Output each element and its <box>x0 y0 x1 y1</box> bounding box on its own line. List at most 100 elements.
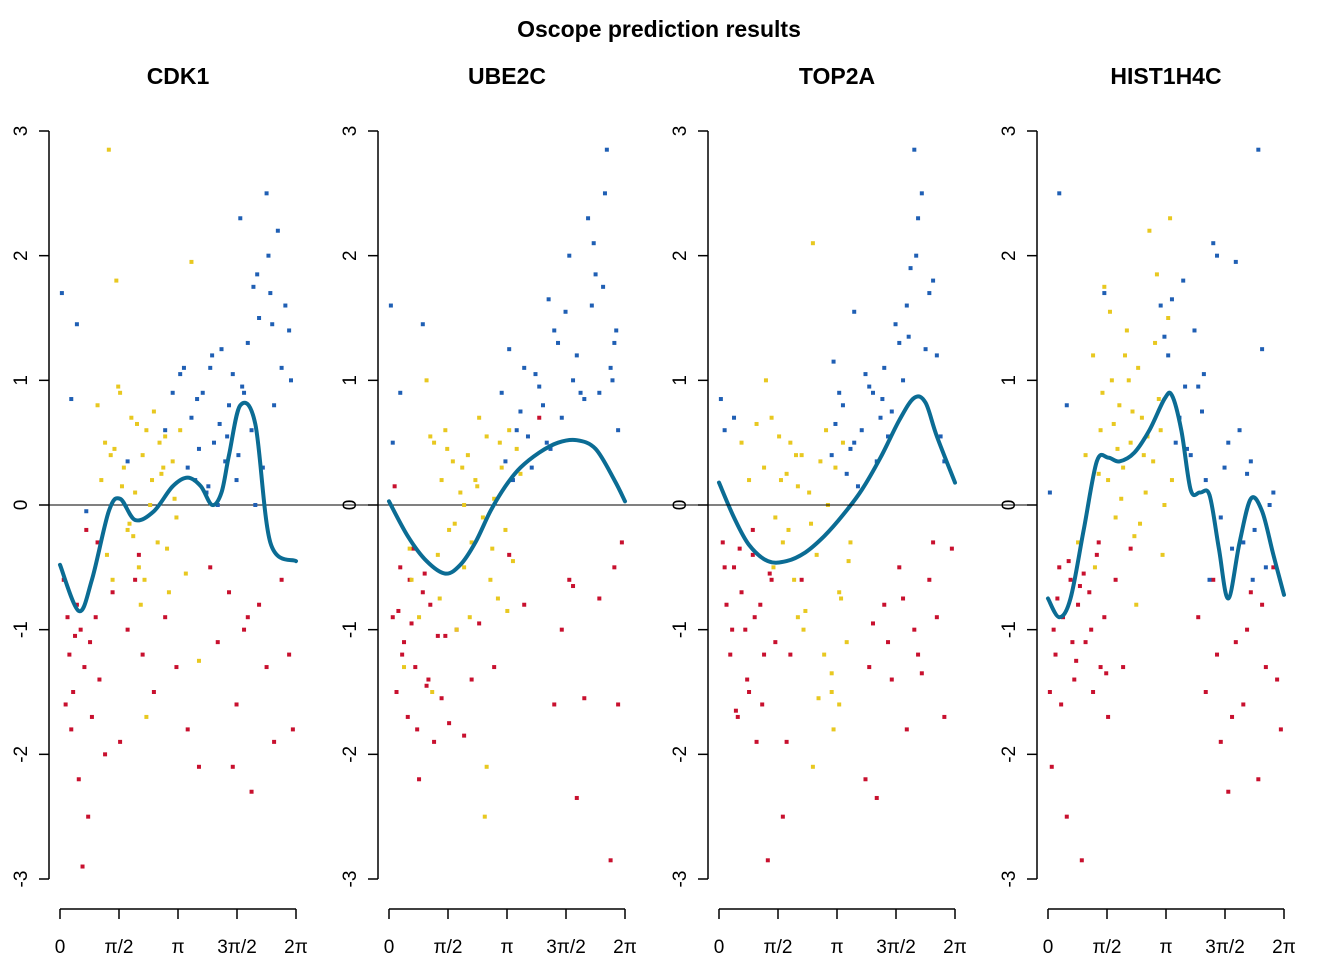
point-red <box>264 665 269 670</box>
point-red <box>103 752 108 757</box>
x-tick-label: π/2 <box>434 937 463 958</box>
point-yellow <box>507 428 512 433</box>
point-red <box>919 671 924 676</box>
point-red <box>597 596 602 601</box>
point-blue <box>1203 478 1208 483</box>
point-yellow <box>739 440 744 445</box>
point-blue <box>559 415 564 420</box>
point-blue <box>1230 546 1235 551</box>
point-yellow <box>159 471 164 476</box>
fitted-curve <box>58 400 298 614</box>
point-yellow <box>435 552 440 557</box>
point-blue <box>181 365 186 370</box>
point-blue <box>1252 527 1257 532</box>
point-red <box>405 714 410 719</box>
point-blue <box>908 266 913 271</box>
fitted-curve <box>1046 390 1286 620</box>
point-yellow <box>432 440 437 445</box>
point-yellow <box>1136 365 1141 370</box>
point-yellow <box>482 814 487 819</box>
point-blue <box>852 440 857 445</box>
point-yellow <box>475 484 480 489</box>
point-red <box>1275 677 1280 682</box>
point-yellow <box>840 440 845 445</box>
point-yellow <box>1113 515 1118 520</box>
point-yellow <box>1143 490 1148 495</box>
point-red <box>1102 615 1107 620</box>
point-red <box>608 858 613 863</box>
point-blue <box>1181 278 1186 283</box>
point-blue <box>1201 372 1206 377</box>
point-blue <box>601 284 606 289</box>
point-red <box>63 702 68 707</box>
point-yellow <box>161 465 166 470</box>
point-red <box>720 540 725 545</box>
point-red <box>762 652 767 657</box>
point-yellow <box>807 490 812 495</box>
point-red <box>136 552 141 557</box>
point-blue <box>586 216 591 221</box>
point-blue <box>189 415 194 420</box>
point-red <box>769 577 774 582</box>
point-blue <box>1250 577 1255 582</box>
point-yellow <box>196 658 201 663</box>
point-red <box>1077 584 1082 589</box>
x-tick-label: 0 <box>714 937 725 958</box>
point-yellow <box>848 540 853 545</box>
y-tick-label: 1 <box>999 375 1020 386</box>
point-yellow <box>174 515 179 520</box>
point-yellow <box>1115 446 1120 451</box>
point-red <box>215 640 220 645</box>
point-red <box>409 621 414 626</box>
point-yellow <box>1109 378 1114 383</box>
point-blue <box>574 353 579 358</box>
x-tick-label: 0 <box>1043 937 1054 958</box>
y-tick-label: -1 <box>340 621 361 638</box>
point-blue <box>571 378 576 383</box>
point-blue <box>200 390 205 395</box>
point-red <box>71 690 76 694</box>
point-blue <box>1047 490 1052 495</box>
point-red <box>752 615 757 620</box>
y-tick-label: 3 <box>340 126 361 137</box>
point-yellow <box>1111 421 1116 426</box>
point-yellow <box>799 453 804 458</box>
point-red <box>1215 652 1220 657</box>
point-yellow <box>1141 453 1146 458</box>
point-blue <box>264 191 269 196</box>
point-blue <box>1260 347 1265 352</box>
point-yellow <box>1139 415 1144 420</box>
point-yellow <box>837 590 842 595</box>
point-blue <box>522 365 527 370</box>
point-yellow <box>178 428 183 433</box>
point-blue <box>1057 191 1062 196</box>
point-yellow <box>824 428 829 433</box>
point-blue <box>255 272 260 277</box>
point-blue <box>912 147 917 152</box>
point-yellow <box>1160 552 1165 557</box>
point-yellow <box>129 415 134 420</box>
point-red <box>435 633 440 638</box>
point-blue <box>942 459 947 464</box>
point-red <box>582 696 587 701</box>
point-yellow <box>99 478 104 483</box>
point-blue <box>69 397 74 402</box>
point-blue <box>829 453 834 458</box>
point-blue <box>208 365 213 370</box>
point-blue <box>1226 440 1231 445</box>
point-yellow <box>784 471 789 476</box>
point-blue <box>886 434 891 439</box>
point-blue <box>1271 490 1276 495</box>
point-red <box>411 546 416 551</box>
point-blue <box>855 484 860 489</box>
point-red <box>1089 627 1094 632</box>
x-tick-label: 3π/2 <box>217 937 257 958</box>
point-yellow <box>809 521 814 526</box>
point-red <box>287 652 292 657</box>
point-red <box>1260 602 1265 607</box>
point-red <box>290 727 295 732</box>
point-yellow <box>777 434 782 439</box>
point-yellow <box>1106 478 1111 483</box>
point-blue <box>74 322 79 327</box>
point-red <box>788 652 793 657</box>
